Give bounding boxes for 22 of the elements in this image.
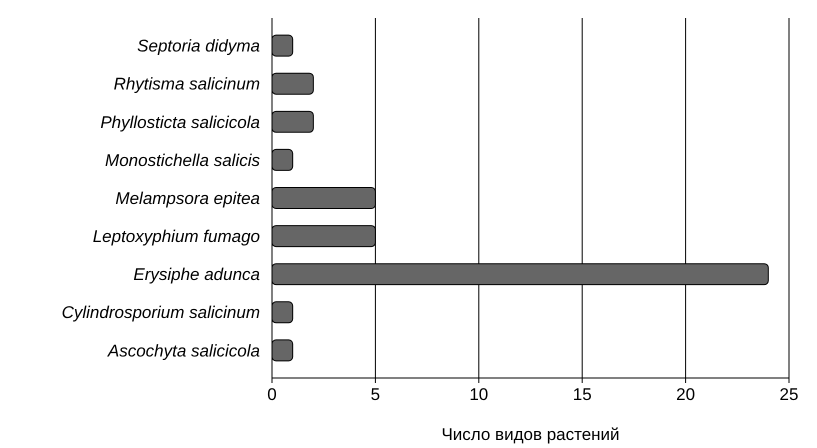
y-tick-label: Septoria didyma	[137, 36, 260, 56]
y-tick-label: Erysiphe adunca	[133, 265, 260, 284]
x-tick-label: 5	[370, 385, 380, 404]
x-tick-label: 10	[469, 385, 488, 404]
bar	[272, 110, 314, 133]
x-tick-label: 20	[676, 385, 696, 404]
y-tick-label: Rhytisma salicinum	[114, 74, 260, 94]
x-tick-label: 15	[572, 385, 592, 404]
x-axis-title: Число видов растений	[441, 425, 620, 444]
y-tick-label: Phyllosticta salicicola	[100, 112, 260, 132]
y-tick-label: Ascochyta salicicola	[106, 341, 260, 360]
y-tick-label: Leptoxyphium fumago	[92, 227, 260, 246]
x-tick-label: 0	[267, 385, 277, 404]
y-tick-label: Cylindrosporium salicinum	[62, 303, 260, 322]
bar	[272, 148, 294, 171]
bar	[272, 339, 294, 362]
y-tick-label: Monostichella salicis	[105, 150, 260, 170]
y-tick-label: Melampsora epitea	[115, 188, 260, 208]
bar	[272, 34, 294, 57]
bar	[272, 301, 294, 324]
x-tick-label: 25	[780, 385, 798, 404]
bar	[272, 72, 314, 95]
